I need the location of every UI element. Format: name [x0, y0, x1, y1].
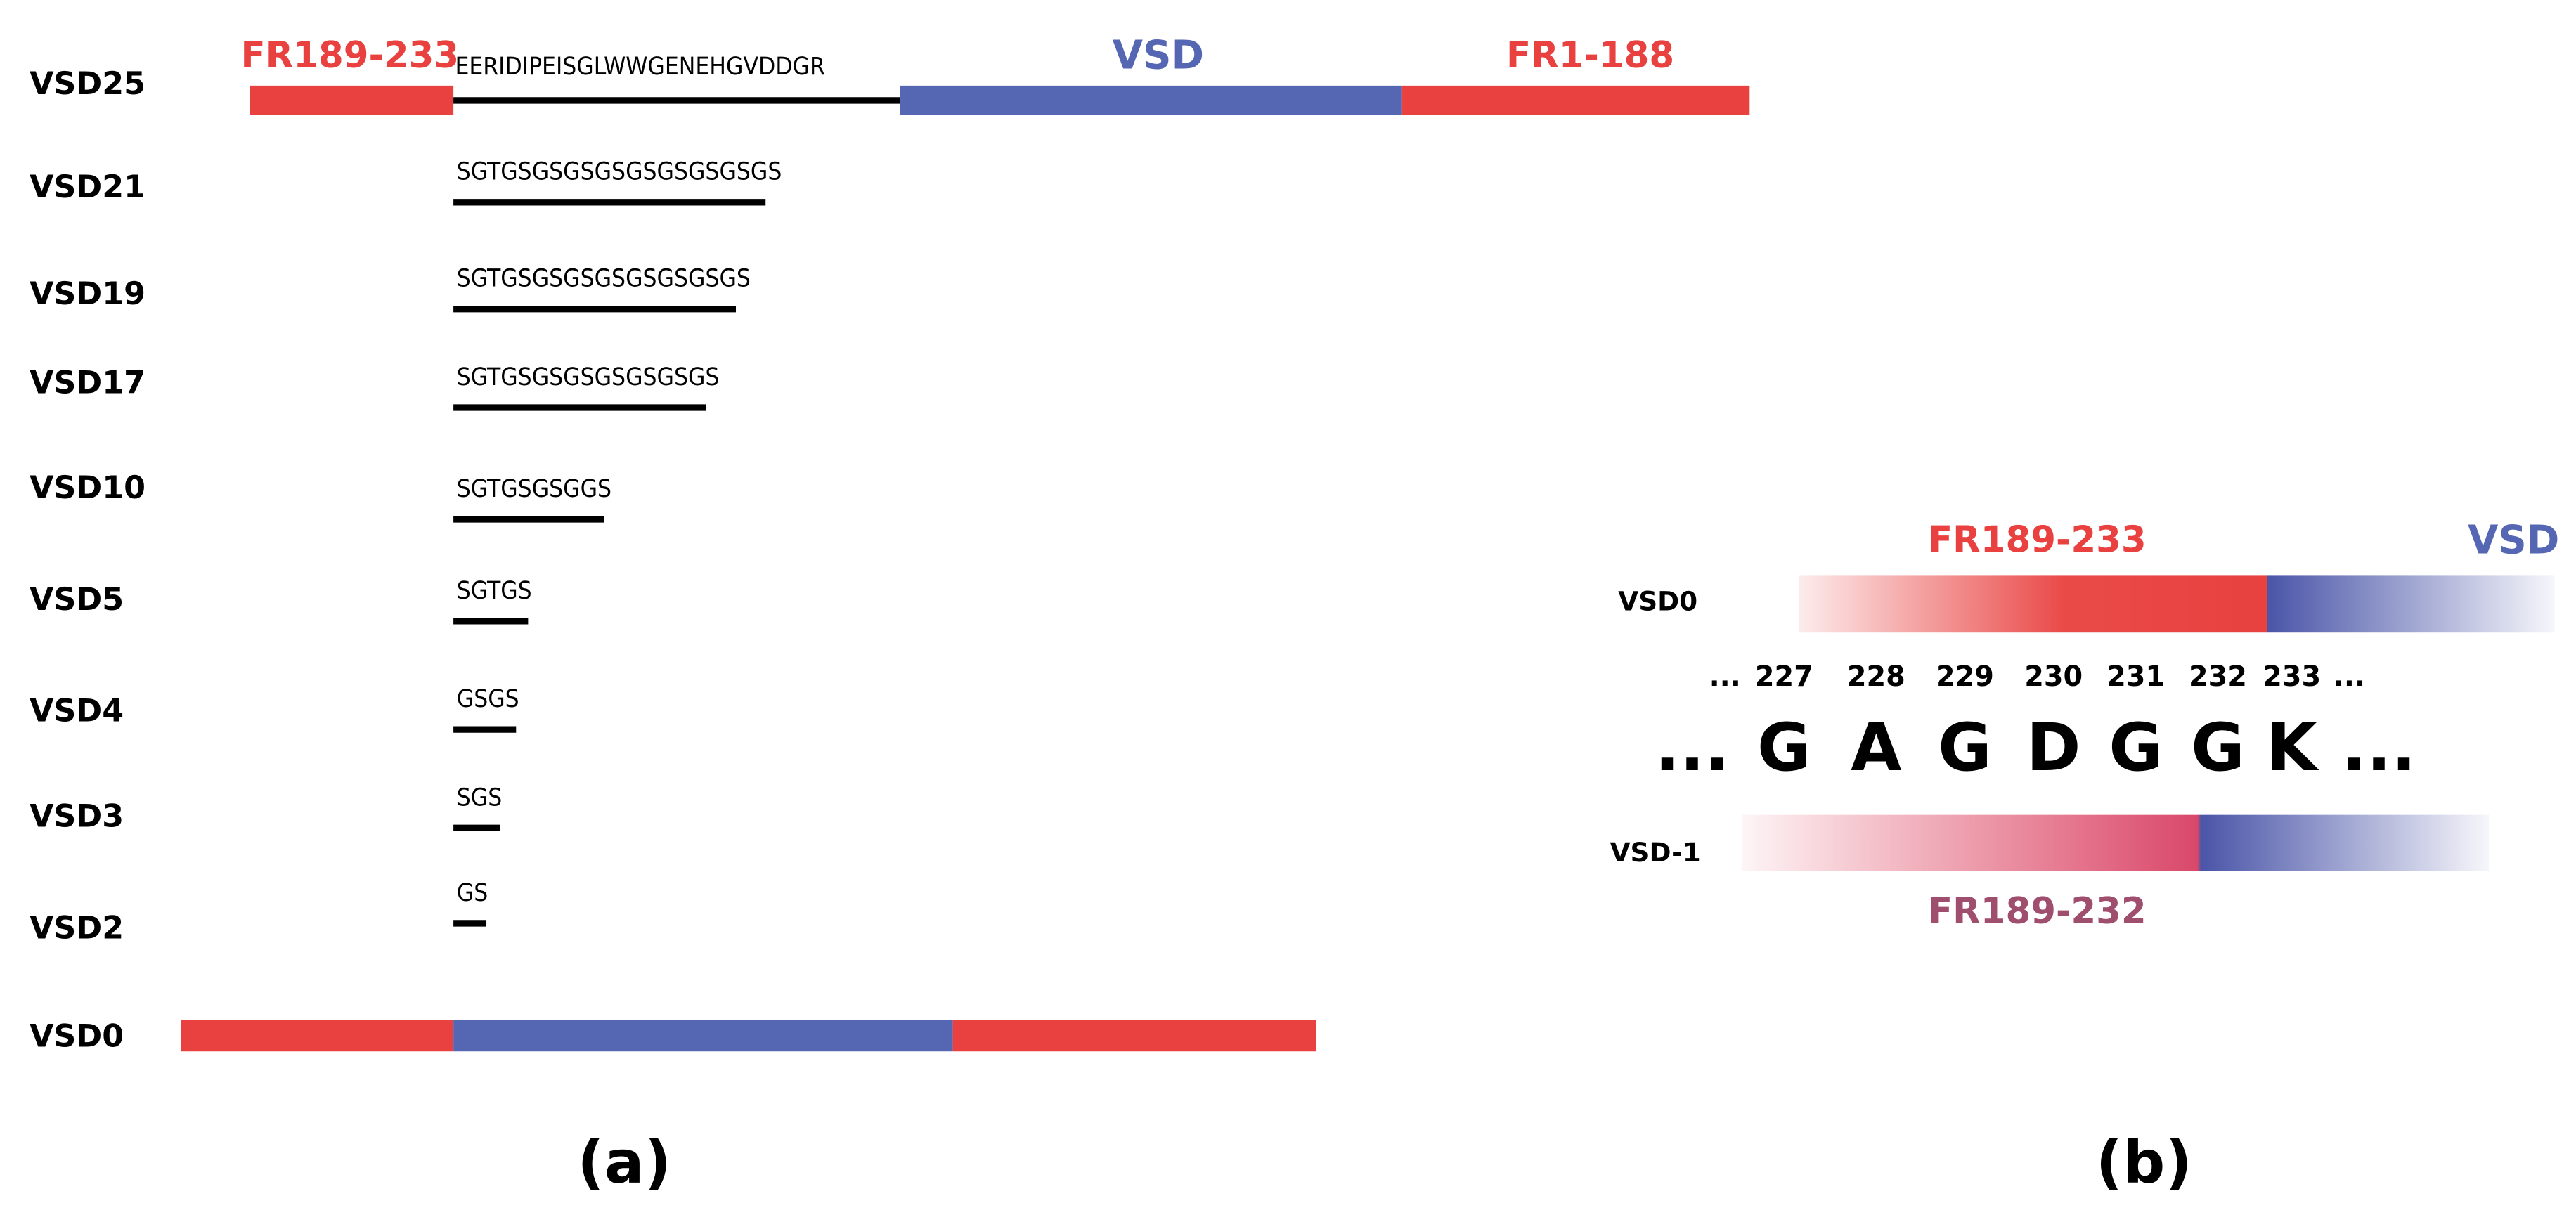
residue: A: [1851, 710, 1901, 786]
panel-label: (a): [577, 1128, 671, 1197]
segment-label: FR189-233: [1928, 519, 2147, 561]
linker-sequence: SGTGSGSGSGSGSGSGSGSGS: [457, 157, 782, 186]
segment-label: VSD: [1113, 33, 1204, 79]
ellipsis: ...: [1709, 661, 1741, 693]
residue: G: [2191, 710, 2245, 786]
row-label: VSD2: [30, 910, 124, 946]
linker-sequence: SGTGSGSGSGSGSGSGSGS: [457, 264, 751, 293]
segment-label: VSD: [2468, 517, 2559, 563]
panel-label: (b): [2096, 1128, 2192, 1197]
linker-sequence: SGTGSGSGSGSGSGSGS: [457, 363, 720, 391]
residue: D: [2026, 710, 2081, 786]
row-label: VSD19: [30, 276, 145, 312]
linker-sequence: SGS: [457, 783, 502, 812]
vsd-segment: [453, 1020, 953, 1052]
linker-sequence: GS: [457, 878, 488, 907]
fr-segment: [250, 85, 454, 115]
vsd-segment: [900, 85, 1402, 115]
row-label: VSD-1: [1610, 837, 1701, 868]
ellipsis: ...: [2341, 710, 2416, 786]
row-label: VSD17: [30, 365, 145, 401]
fusion-bar: [1741, 814, 2490, 871]
residue: G: [2109, 710, 2163, 786]
linker-sequence: SGTGS: [457, 576, 532, 605]
residue-number: 230: [2024, 661, 2083, 693]
linker-sequence: GSGS: [457, 684, 519, 713]
row-label: VSD25: [30, 66, 145, 102]
residue: G: [1757, 710, 1811, 786]
row-label: VSD0: [1618, 586, 1697, 617]
row-label: VSD10: [30, 470, 145, 506]
row-label: VSD3: [30, 798, 124, 834]
ellipsis: ...: [2334, 661, 2365, 693]
residue-number: 231: [2106, 661, 2165, 693]
ellipsis: ...: [1655, 710, 1730, 786]
segment-label: FR189-232: [1928, 890, 2147, 932]
fusion-bar: [1799, 575, 2555, 633]
residue: K: [2266, 710, 2319, 786]
fr-segment: [952, 1020, 1316, 1052]
residue-number: 227: [1755, 661, 1813, 693]
row-label: VSD4: [30, 694, 124, 729]
residue-number: 229: [1936, 661, 1994, 693]
fr-segment: [1401, 85, 1750, 115]
fr-segment: [181, 1020, 454, 1052]
residue-number: 233: [2263, 661, 2321, 693]
residue: G: [1938, 710, 1992, 786]
segment-label: FR1-188: [1506, 34, 1674, 77]
segment-label: FR189-233: [241, 34, 460, 77]
row-label: VSD5: [30, 582, 124, 618]
residue-number: 232: [2189, 661, 2247, 693]
linker-sequence: EERIDIPEISGLWWGENEHGVDDGR: [455, 52, 825, 81]
row-label: VSD0: [30, 1019, 124, 1055]
linker-sequence: SGTGSGSGGS: [457, 474, 611, 503]
row-label: VSD21: [30, 169, 145, 205]
residue-number: 228: [1847, 661, 1905, 693]
